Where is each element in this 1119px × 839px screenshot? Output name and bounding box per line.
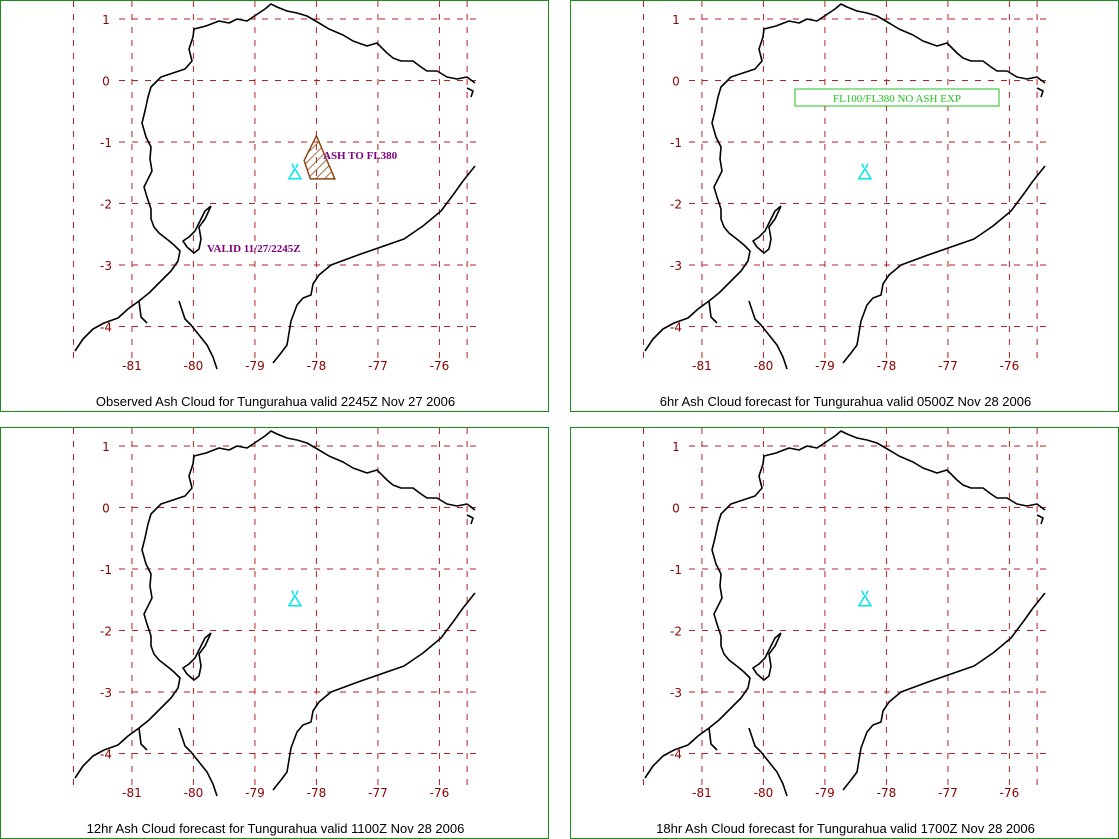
x-tick-label: -81	[122, 786, 142, 800]
caption-6hr: 6hr Ash Cloud forecast for Tungurahua va…	[659, 394, 1032, 409]
y-tick-label: -1	[100, 563, 112, 577]
x-tick-label: -76	[1000, 359, 1020, 373]
volcano-triangle-icon	[287, 163, 303, 180]
y-tick-label: -3	[100, 259, 112, 273]
ash-cloud-area	[303, 134, 337, 180]
y-tick-label: -2	[670, 198, 682, 212]
x-tick-label: -79	[815, 359, 835, 373]
y-tick-label: -4	[100, 748, 112, 762]
x-tick-label: -76	[430, 786, 450, 800]
y-tick-label: 0	[672, 502, 680, 516]
y-tick-label: -2	[100, 625, 112, 639]
x-tick-label: -79	[245, 359, 265, 373]
coastline	[74, 430, 476, 779]
coastline	[748, 300, 788, 370]
x-tick-label: -78	[307, 359, 327, 373]
map-observed: -81 -80 -79 -78 -77 -76 1 0 -1 -2 -3 -4 ASH TO FL380…	[73, 1, 477, 373]
panel-12hr: -81 -80 -79 -78 -77 -76 1 0 -1 -2 -3 -4 12hr Ash Cl…	[0, 427, 549, 839]
x-tick-label: -78	[307, 786, 327, 800]
caption-12hr: 12hr Ash Cloud forecast for Tungurahua v…	[86, 821, 465, 836]
x-tick-label: -77	[938, 786, 958, 800]
x-tick-label: -81	[692, 786, 712, 800]
y-tick-label: -4	[670, 748, 682, 762]
coastline	[752, 632, 782, 681]
map-18hr: -81 -80 -79 -78 -77 -76 1 0 -1 -2 -3 -4	[643, 428, 1047, 800]
coastline	[644, 430, 1046, 779]
x-tick-label: -79	[815, 786, 835, 800]
x-tick-label: -81	[122, 359, 142, 373]
y-tick-label: -4	[100, 321, 112, 335]
panel-18hr: -81 -80 -79 -78 -77 -76 1 0 -1 -2 -3 -4 18hr Ash Cl…	[570, 427, 1119, 839]
coastline	[138, 300, 148, 324]
coastline	[182, 205, 212, 254]
y-tick-label: 0	[102, 502, 110, 516]
x-tick-label: -80	[754, 786, 774, 800]
coastline	[1036, 514, 1044, 525]
y-tick-label: -2	[100, 198, 112, 212]
y-tick-label: -4	[670, 321, 682, 335]
coastline	[178, 727, 218, 797]
y-tick-label: -1	[670, 563, 682, 577]
y-tick-label: 1	[102, 440, 110, 454]
coastline	[74, 3, 476, 352]
x-tick-label: -77	[368, 786, 388, 800]
coastline	[466, 87, 474, 98]
x-tick-label: -81	[692, 359, 712, 373]
y-tick-label: 1	[672, 440, 680, 454]
caption-18hr: 18hr Ash Cloud forecast for Tungurahua v…	[656, 821, 1035, 836]
volcano-triangle-icon	[857, 590, 873, 607]
y-tick-label: 1	[102, 13, 110, 27]
y-tick-label: 1	[672, 13, 680, 27]
y-tick-label: -3	[670, 259, 682, 273]
map-12hr: -81 -80 -79 -78 -77 -76 1 0 -1 -2 -3 -4	[73, 428, 477, 800]
x-tick-label: -79	[245, 786, 265, 800]
y-tick-label: -3	[100, 686, 112, 700]
volcano-triangle-icon	[287, 590, 303, 607]
panel-observed: -81 -80 -79 -78 -77 -76 1 0 -1 -2 -3 -4 ASH TO FL380…	[0, 0, 549, 412]
coastline	[752, 205, 782, 254]
valid-label: VALID 11/27/2245Z	[207, 243, 301, 255]
y-tick-label: -1	[100, 136, 112, 150]
no-ash-box	[794, 88, 1000, 107]
x-tick-label: -78	[877, 786, 897, 800]
coastline	[272, 165, 476, 364]
x-tick-label: -77	[368, 359, 388, 373]
x-tick-label: -77	[938, 359, 958, 373]
coastline	[842, 592, 1046, 791]
x-tick-label: -80	[184, 786, 204, 800]
coastline	[178, 300, 218, 370]
x-tick-label: -76	[430, 359, 450, 373]
coastline	[182, 632, 212, 681]
coastline	[1036, 87, 1044, 98]
coastline	[748, 727, 788, 797]
map-6hr: -81 -80 -79 -78 -77 -76 1 0 -1 -2 -3 -4 FL100/FL380 …	[643, 1, 1047, 373]
x-tick-label: -78	[877, 359, 897, 373]
x-tick-label: -76	[1000, 786, 1020, 800]
coastline	[466, 514, 474, 525]
y-tick-label: -1	[670, 136, 682, 150]
x-tick-label: -80	[754, 359, 774, 373]
caption-observed: Observed Ash Cloud for Tungurahua valid …	[95, 394, 456, 409]
coastline	[272, 592, 476, 791]
y-tick-label: -2	[670, 625, 682, 639]
volcano-triangle-icon	[857, 163, 873, 180]
coastline	[644, 3, 1046, 352]
y-tick-label: -3	[670, 686, 682, 700]
y-tick-label: 0	[102, 75, 110, 89]
coastline	[842, 165, 1046, 364]
coastline	[138, 727, 148, 751]
panel-6hr: -81 -80 -79 -78 -77 -76 1 0 -1 -2 -3 -4 FL100/FL380 …	[570, 0, 1119, 412]
no-ash-label: FL100/FL380 NO ASH EXP	[833, 93, 961, 105]
x-tick-label: -80	[184, 359, 204, 373]
coastline	[708, 727, 718, 751]
coastline	[708, 300, 718, 324]
y-tick-label: 0	[672, 75, 680, 89]
ash-label: ASH TO FL380	[323, 150, 398, 162]
